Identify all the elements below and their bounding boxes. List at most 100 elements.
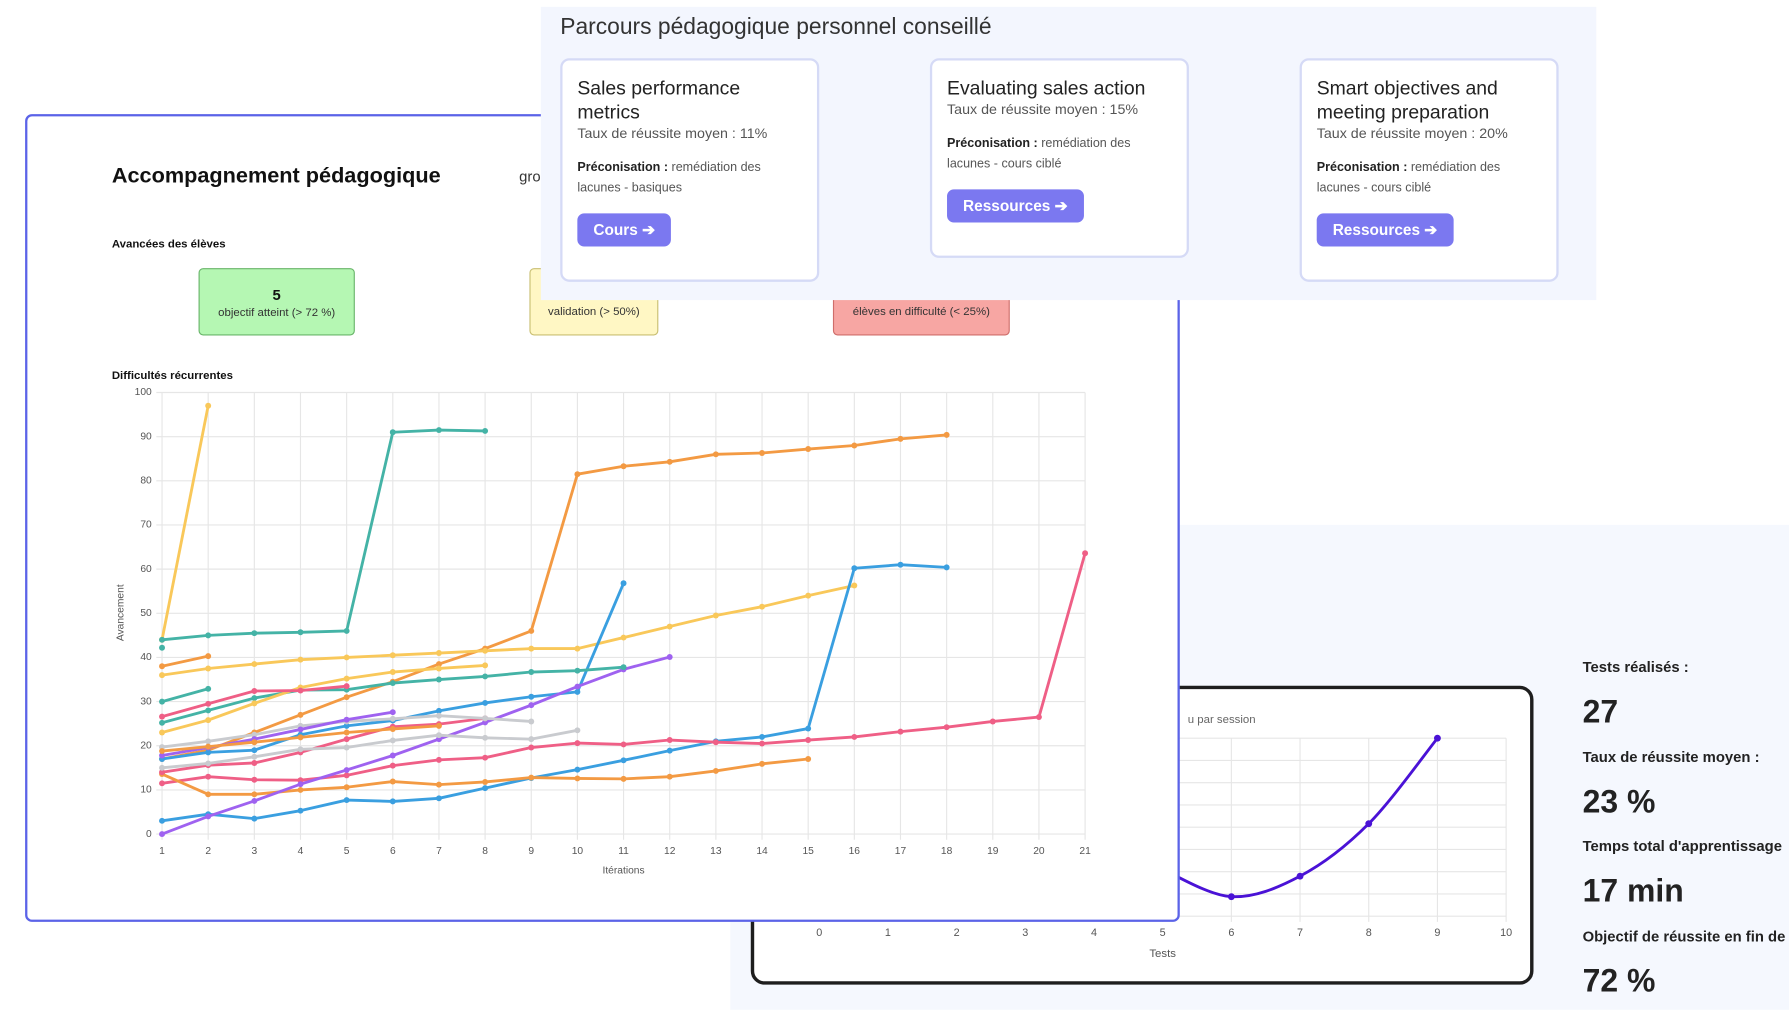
series-line bbox=[161, 663, 486, 734]
data-point bbox=[205, 700, 212, 707]
data-point bbox=[343, 772, 350, 779]
advice-label: Préconisation : bbox=[577, 160, 669, 175]
series-line bbox=[161, 563, 947, 823]
data-point bbox=[389, 715, 396, 722]
data-point bbox=[897, 435, 904, 442]
x-tick-label: 3 bbox=[1022, 927, 1028, 939]
data-point bbox=[205, 665, 212, 672]
series-line bbox=[161, 433, 947, 761]
x-tick-label: 15 bbox=[802, 846, 814, 857]
chart-title: u par session bbox=[1188, 714, 1256, 726]
recommendation-card: Smart objectives and meeting preparation… bbox=[1299, 58, 1559, 282]
status-box: 5 objectif atteint (> 72 %) bbox=[198, 268, 355, 336]
y-tick-label: 40 bbox=[140, 652, 152, 663]
data-point bbox=[574, 740, 581, 747]
data-point bbox=[251, 776, 258, 783]
data-point bbox=[435, 707, 442, 714]
button-row: Cours ➔ bbox=[577, 199, 802, 247]
x-tick-label: 12 bbox=[664, 846, 676, 857]
series-line bbox=[160, 405, 210, 641]
data-point bbox=[343, 767, 350, 774]
card-button[interactable]: Ressources ➔ bbox=[947, 189, 1084, 223]
data-point bbox=[389, 680, 396, 687]
data-point bbox=[251, 753, 258, 760]
data-point bbox=[620, 580, 627, 587]
x-tick-label: 11 bbox=[618, 846, 629, 857]
data-point bbox=[205, 632, 212, 639]
data-point bbox=[343, 716, 350, 723]
series-line bbox=[161, 584, 855, 677]
card-rate: Taux de réussite moyen : 11% bbox=[577, 125, 768, 142]
data-point bbox=[159, 817, 165, 824]
recommendation-title: Parcours pédagogique personnel conseillé bbox=[560, 14, 992, 40]
data-point bbox=[297, 734, 304, 741]
button-row: Ressources ➔ bbox=[1316, 199, 1542, 247]
x-tick-label: 2 bbox=[954, 927, 960, 939]
advice-text: remédiation des lacunes - cours ciblé bbox=[947, 136, 1131, 172]
data-point bbox=[389, 726, 396, 732]
data-point bbox=[251, 700, 258, 707]
data-point bbox=[1082, 550, 1089, 557]
data-point bbox=[666, 747, 673, 754]
y-tick-label: 100 bbox=[135, 387, 152, 398]
data-point bbox=[389, 762, 396, 769]
card-rate: Taux de réussite moyen : 15% bbox=[947, 101, 1139, 118]
x-tick-label: 20 bbox=[1033, 846, 1045, 857]
data-point bbox=[159, 636, 165, 643]
data-point bbox=[574, 775, 581, 782]
data-point bbox=[159, 644, 165, 651]
data-point bbox=[574, 688, 581, 695]
advice-text: remédiation des lacunes - cours ciblé bbox=[1316, 160, 1501, 196]
stat-value: 27 bbox=[1582, 693, 1619, 730]
data-point bbox=[528, 627, 535, 634]
y-tick-label: 10 bbox=[140, 785, 152, 796]
recommendation-card: Sales performance metrics Taux de réussit… bbox=[560, 58, 820, 282]
data-point bbox=[482, 647, 489, 654]
y-tick-label: 70 bbox=[140, 520, 152, 531]
data-point bbox=[297, 687, 304, 694]
x-axis-title: Tests bbox=[1149, 948, 1176, 960]
data-point bbox=[205, 653, 212, 660]
data-point bbox=[482, 427, 489, 434]
data-point bbox=[435, 756, 442, 763]
box-label: objectif atteint (> 72 %) bbox=[218, 306, 336, 320]
data-point bbox=[482, 778, 489, 785]
data-point bbox=[435, 676, 442, 683]
stat-label: Tests réalisés : bbox=[1582, 658, 1689, 676]
data-point bbox=[343, 694, 350, 701]
data-point bbox=[989, 718, 996, 725]
data-point bbox=[389, 429, 396, 436]
data-point bbox=[205, 760, 212, 767]
data-point bbox=[528, 669, 535, 675]
x-tick-label: 5 bbox=[1160, 927, 1166, 939]
card-advice: Préconisation : remédiation des lacunes … bbox=[947, 133, 1172, 174]
data-point bbox=[574, 766, 581, 773]
advice-label: Préconisation : bbox=[1316, 160, 1408, 175]
card-button[interactable]: Cours ➔ bbox=[577, 213, 671, 247]
data-point bbox=[666, 773, 673, 780]
recommendation-panel: Parcours pédagogique personnel conseillé… bbox=[540, 6, 1597, 301]
data-point bbox=[251, 815, 258, 822]
data-point bbox=[205, 791, 212, 798]
data-point bbox=[159, 752, 165, 759]
x-tick-label: 6 bbox=[390, 846, 396, 857]
card-button[interactable]: Ressources ➔ bbox=[1316, 213, 1454, 247]
x-tick-label: 10 bbox=[572, 846, 584, 857]
data-point bbox=[159, 769, 165, 776]
card-title: Smart objectives and meeting preparation bbox=[1316, 77, 1498, 124]
data-point bbox=[574, 727, 581, 734]
card-rate: Taux de réussite moyen : 20% bbox=[1316, 125, 1508, 142]
data-point bbox=[389, 737, 396, 744]
data-point bbox=[482, 754, 489, 761]
y-tick-label: 0 bbox=[146, 829, 152, 840]
data-point bbox=[482, 662, 489, 669]
x-axis-title: Itérations bbox=[602, 865, 644, 876]
data-point bbox=[1434, 734, 1441, 742]
data-point bbox=[712, 612, 719, 619]
data-point bbox=[435, 665, 442, 672]
data-point bbox=[435, 795, 442, 802]
data-point bbox=[620, 741, 627, 748]
data-point bbox=[482, 785, 489, 792]
